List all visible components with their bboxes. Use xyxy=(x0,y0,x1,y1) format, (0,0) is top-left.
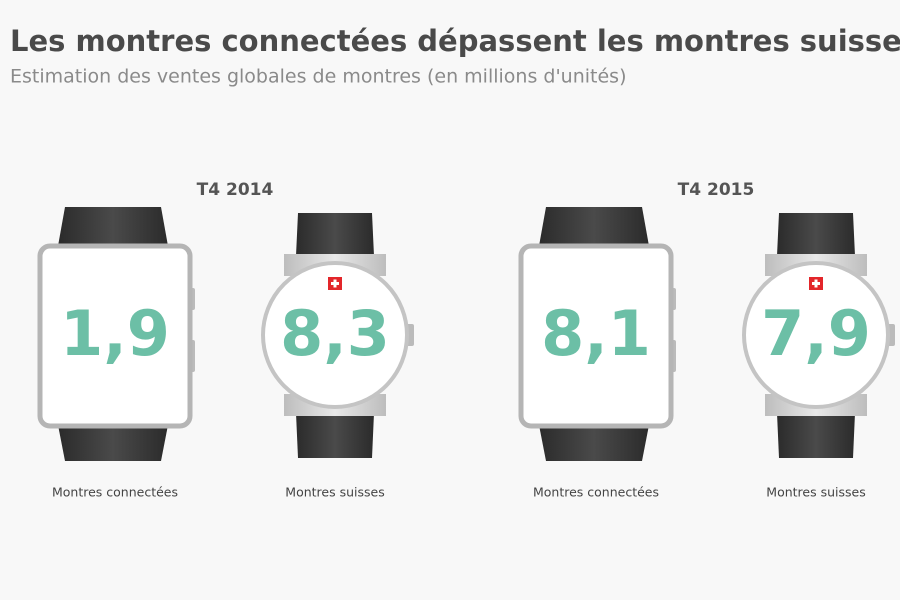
title: Les montres connectées dépassent les mon… xyxy=(10,24,900,58)
strap xyxy=(58,425,168,461)
watch-case xyxy=(261,261,409,409)
item-label: Montres suisses xyxy=(285,485,384,500)
watch-case xyxy=(742,261,890,409)
group-label: T4 2015 xyxy=(678,180,755,200)
strap xyxy=(296,213,374,256)
item-label: Montres connectées xyxy=(533,485,659,500)
value: 7,9 xyxy=(761,297,871,370)
item-label: Montres connectées xyxy=(52,485,178,500)
content: T4 2014 1,9 Montres connectées 8,3 Montres s… xyxy=(37,180,895,500)
watch-case xyxy=(37,243,193,429)
swiss-flag-cross xyxy=(331,282,339,285)
strap xyxy=(58,207,168,246)
strap xyxy=(296,413,374,458)
value: 1,9 xyxy=(60,297,170,370)
strap xyxy=(777,213,855,256)
item-label: Montres suisses xyxy=(766,485,865,500)
strap xyxy=(777,413,855,458)
strap xyxy=(539,425,649,461)
subtitle: Estimation des ventes globales de montre… xyxy=(10,66,626,88)
watch-case xyxy=(518,243,674,429)
strap xyxy=(539,207,649,246)
value: 8,3 xyxy=(280,297,390,370)
group-label: T4 2014 xyxy=(197,180,274,200)
value: 8,1 xyxy=(541,297,651,370)
swiss-flag-cross xyxy=(812,282,820,285)
